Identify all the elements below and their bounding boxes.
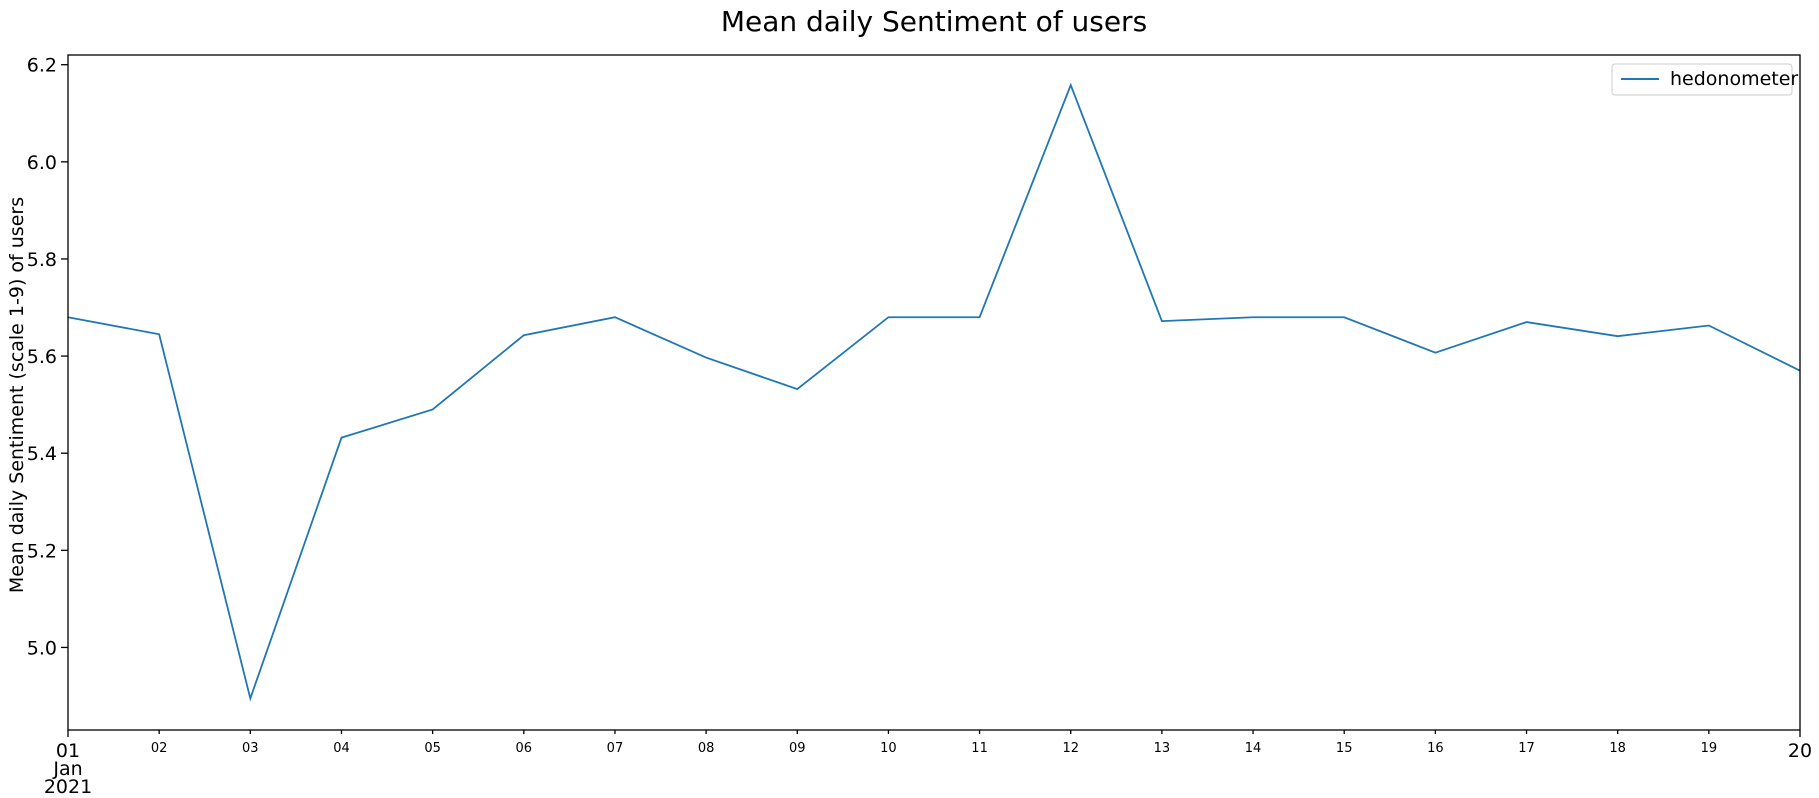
x-tick-label: 19 xyxy=(1701,741,1718,756)
x-tick-label: 13 xyxy=(1154,741,1171,756)
series-group xyxy=(67,82,1801,702)
y-tick-label: 6.2 xyxy=(27,55,57,77)
x-tick-month-label: Jan xyxy=(52,758,82,780)
x-tick-label: 05 xyxy=(424,741,441,756)
y-tick-label: 5.4 xyxy=(27,443,57,465)
x-tick-label: 12 xyxy=(1062,741,1079,756)
y-tick-label: 5.8 xyxy=(27,249,57,271)
y-tick-label: 6.0 xyxy=(27,152,57,174)
y-tick-label: 5.0 xyxy=(27,637,57,659)
series-line-hedonometer xyxy=(67,82,1801,702)
x-tick-label: 03 xyxy=(242,741,259,756)
x-tick-label: 02 xyxy=(151,741,168,756)
y-tick-label: 5.2 xyxy=(27,540,57,562)
y-tick-label: 5.6 xyxy=(27,346,57,368)
chart-title: Mean daily Sentiment of users xyxy=(721,5,1147,38)
y-axis-label: Mean daily Sentiment (scale 1-9) of user… xyxy=(6,197,28,593)
x-tick-label: 18 xyxy=(1609,741,1626,756)
x-tick-label: 09 xyxy=(789,741,806,756)
x-tick-label: 08 xyxy=(698,741,715,756)
legend-label: hedonometer xyxy=(1670,68,1798,90)
x-tick-label: 06 xyxy=(516,741,533,756)
x-tick-label: 16 xyxy=(1427,741,1444,756)
x-tick-label: 17 xyxy=(1518,741,1535,756)
x-tick-label: 01 xyxy=(56,740,80,762)
x-tick-label: 07 xyxy=(607,741,624,756)
x-tick-label: 20 xyxy=(1788,740,1812,762)
x-tick-label: 10 xyxy=(880,741,897,756)
x-tick-label: 15 xyxy=(1336,741,1353,756)
plot-frame xyxy=(67,54,1801,731)
y-axis-ticks: 5.0 5.2 5.4 5.6 5.8 6.0 6.2 xyxy=(27,55,68,659)
x-tick-label: 11 xyxy=(971,741,988,756)
x-tick-label: 04 xyxy=(333,741,350,756)
x-tick-label: 14 xyxy=(1245,741,1262,756)
legend-box xyxy=(1611,63,1793,96)
x-tick-year-label: 2021 xyxy=(44,776,92,798)
legend: hedonometer xyxy=(1611,63,1798,96)
